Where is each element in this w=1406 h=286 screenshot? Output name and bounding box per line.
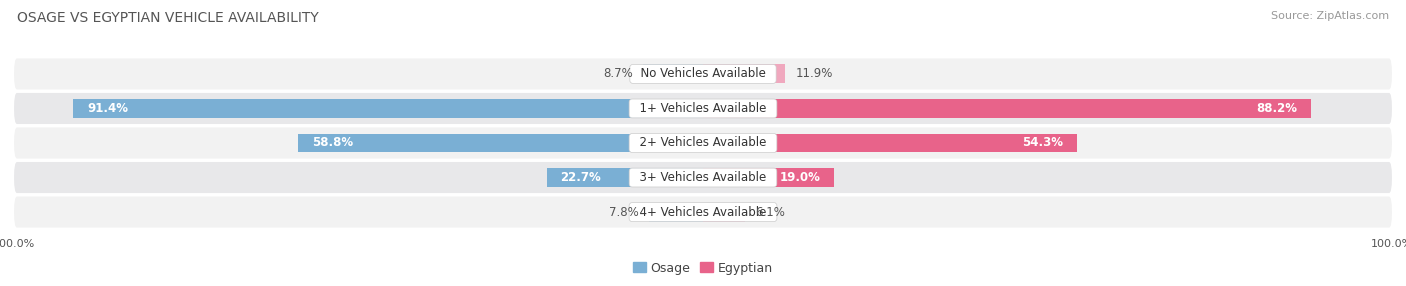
Bar: [703, 99, 1310, 118]
FancyBboxPatch shape: [14, 128, 1392, 158]
Text: Source: ZipAtlas.com: Source: ZipAtlas.com: [1271, 11, 1389, 21]
FancyBboxPatch shape: [14, 58, 1392, 90]
Text: 1+ Vehicles Available: 1+ Vehicles Available: [633, 102, 773, 115]
Text: 2+ Vehicles Available: 2+ Vehicles Available: [633, 136, 773, 150]
Text: 4+ Vehicles Available: 4+ Vehicles Available: [633, 206, 773, 219]
Text: 19.0%: 19.0%: [779, 171, 820, 184]
Text: 88.2%: 88.2%: [1256, 102, 1296, 115]
Text: 7.8%: 7.8%: [609, 206, 638, 219]
Bar: [643, 64, 703, 84]
Text: 6.1%: 6.1%: [755, 206, 785, 219]
Bar: [298, 134, 703, 152]
Text: 22.7%: 22.7%: [561, 171, 602, 184]
Text: No Vehicles Available: No Vehicles Available: [633, 67, 773, 80]
Text: 58.8%: 58.8%: [312, 136, 353, 150]
FancyBboxPatch shape: [14, 196, 1392, 228]
Bar: [73, 99, 703, 118]
Bar: [703, 168, 834, 187]
Text: 8.7%: 8.7%: [603, 67, 633, 80]
FancyBboxPatch shape: [14, 162, 1392, 193]
Text: 11.9%: 11.9%: [796, 67, 832, 80]
Text: OSAGE VS EGYPTIAN VEHICLE AVAILABILITY: OSAGE VS EGYPTIAN VEHICLE AVAILABILITY: [17, 11, 319, 25]
Text: 91.4%: 91.4%: [87, 102, 128, 115]
Bar: [650, 202, 703, 222]
Legend: Osage, Egyptian: Osage, Egyptian: [628, 257, 778, 279]
Bar: [703, 134, 1077, 152]
Bar: [703, 202, 745, 222]
Text: 3+ Vehicles Available: 3+ Vehicles Available: [633, 171, 773, 184]
Bar: [703, 64, 785, 84]
Text: 54.3%: 54.3%: [1022, 136, 1063, 150]
Bar: [547, 168, 703, 187]
FancyBboxPatch shape: [14, 93, 1392, 124]
